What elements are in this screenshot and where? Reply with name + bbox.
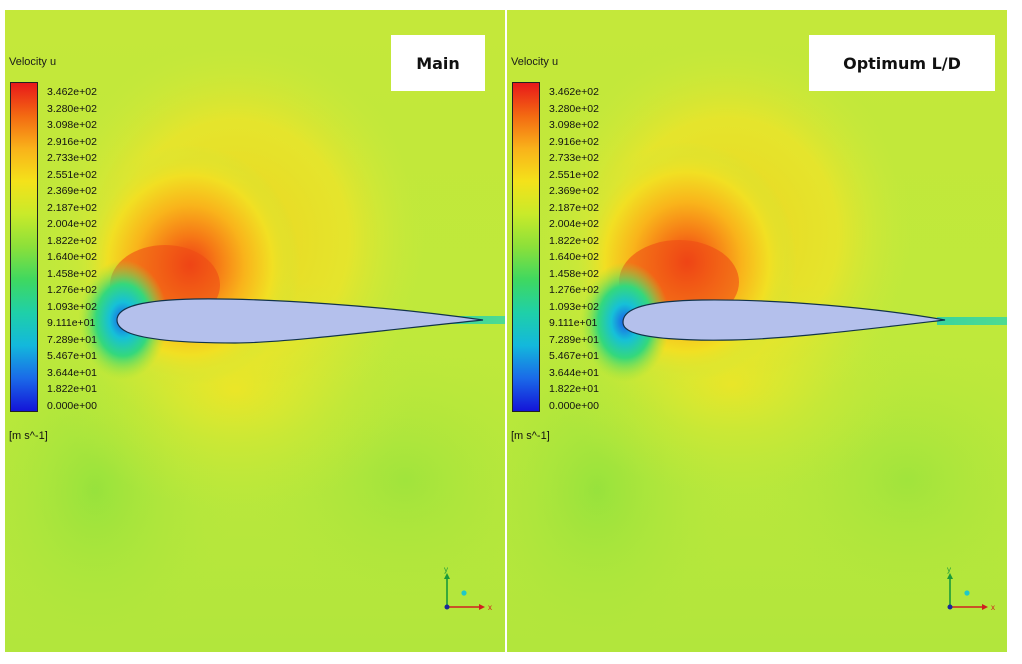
colorbar-tick-label: 1.822e+01 bbox=[47, 383, 97, 395]
colorbar bbox=[512, 82, 540, 412]
colorbar-tick-label: 1.458e+02 bbox=[47, 267, 97, 280]
contour-panel-optimum: Velocity u 3.462e+02 3.280e+02 3.098e+02… bbox=[507, 10, 1007, 652]
colorbar-tick-label: 2.004e+02 bbox=[47, 218, 97, 230]
airfoil-shape bbox=[622, 299, 946, 341]
contour-panel-main: Velocity u 3.462e+02 3.280e+02 3.098e+02… bbox=[5, 10, 505, 652]
colorbar-tick-label: 1.276e+02 bbox=[47, 284, 97, 296]
colorbar-tick-label: 3.462e+02 bbox=[549, 86, 599, 98]
colorbar-tick-label: 1.640e+02 bbox=[549, 251, 599, 263]
colorbar-tick-label: 9.111e+01 bbox=[47, 317, 96, 329]
colorbar-tick-label: 3.280e+02 bbox=[549, 102, 599, 115]
colorbar-tick-label: 1.822e+02 bbox=[549, 234, 599, 247]
colorbar-tick-label: 0.000e+00 bbox=[47, 399, 97, 412]
axis-x-label: x bbox=[991, 603, 995, 612]
colorbar-tick-label: 1.458e+02 bbox=[549, 267, 599, 280]
colorbar-tick-label: 2.369e+02 bbox=[47, 185, 97, 197]
colorbar-tick-label: 3.098e+02 bbox=[549, 119, 599, 131]
colorbar-tick-label: 1.822e+02 bbox=[47, 234, 97, 247]
colorbar-tick-label: 2.733e+02 bbox=[47, 152, 97, 164]
colorbar-tick-label: 5.467e+01 bbox=[47, 350, 97, 362]
colorbar-tick-label: 2.187e+02 bbox=[549, 201, 599, 214]
colorbar-tick-label: 2.916e+02 bbox=[47, 135, 97, 148]
colorbar-tick-label: 2.369e+02 bbox=[549, 185, 599, 197]
airfoil-shape bbox=[116, 298, 484, 344]
units-label: [m s^-1] bbox=[511, 430, 550, 442]
variable-label: Velocity u bbox=[511, 56, 559, 68]
colorbar-tick-label: 3.644e+01 bbox=[549, 366, 599, 379]
colorbar-tick-label: 0.000e+00 bbox=[549, 399, 599, 412]
colorbar-tick-label: 2.551e+02 bbox=[47, 168, 97, 181]
colorbar-tick-label: 7.289e+01 bbox=[549, 333, 599, 346]
colorbar-tick-label: 5.467e+01 bbox=[549, 350, 599, 362]
colorbar-tick-label: 2.187e+02 bbox=[47, 201, 97, 214]
colorbar-tick-label: 1.093e+02 bbox=[47, 300, 97, 313]
colorbar-tick-label: 3.098e+02 bbox=[47, 119, 97, 131]
velocity-contour-field bbox=[5, 10, 505, 652]
axis-x-label: x bbox=[488, 603, 492, 612]
colorbar-tick-label: 1.822e+01 bbox=[549, 383, 599, 395]
axis-y-label: y bbox=[947, 565, 951, 574]
colorbar-tick-label: 9.111e+01 bbox=[549, 317, 598, 329]
panel-title: Optimum L/D bbox=[809, 35, 995, 91]
colorbar-tick-label: 2.551e+02 bbox=[549, 168, 599, 181]
colorbar-tick-label: 1.093e+02 bbox=[549, 300, 599, 313]
colorbar bbox=[10, 82, 38, 412]
colorbar-tick-label: 2.004e+02 bbox=[549, 218, 599, 230]
colorbar-tick-label: 3.280e+02 bbox=[47, 102, 97, 115]
variable-label: Velocity u bbox=[9, 56, 57, 68]
units-label: [m s^-1] bbox=[9, 430, 48, 442]
axis-triad-icon: y x bbox=[947, 565, 995, 612]
colorbar-tick-label: 3.644e+01 bbox=[47, 366, 97, 379]
colorbar-tick-label: 2.733e+02 bbox=[549, 152, 599, 164]
axis-y-label: y bbox=[444, 565, 448, 574]
velocity-contour-field bbox=[507, 10, 1007, 652]
colorbar-tick-label: 1.640e+02 bbox=[47, 251, 97, 263]
panel-title: Main bbox=[391, 35, 485, 91]
colorbar-tick-label: 2.916e+02 bbox=[549, 135, 599, 148]
axis-triad-icon: y x bbox=[444, 565, 492, 612]
colorbar-tick-label: 1.276e+02 bbox=[549, 284, 599, 296]
colorbar-tick-label: 7.289e+01 bbox=[47, 333, 97, 346]
colorbar-tick-label: 3.462e+02 bbox=[47, 86, 97, 98]
